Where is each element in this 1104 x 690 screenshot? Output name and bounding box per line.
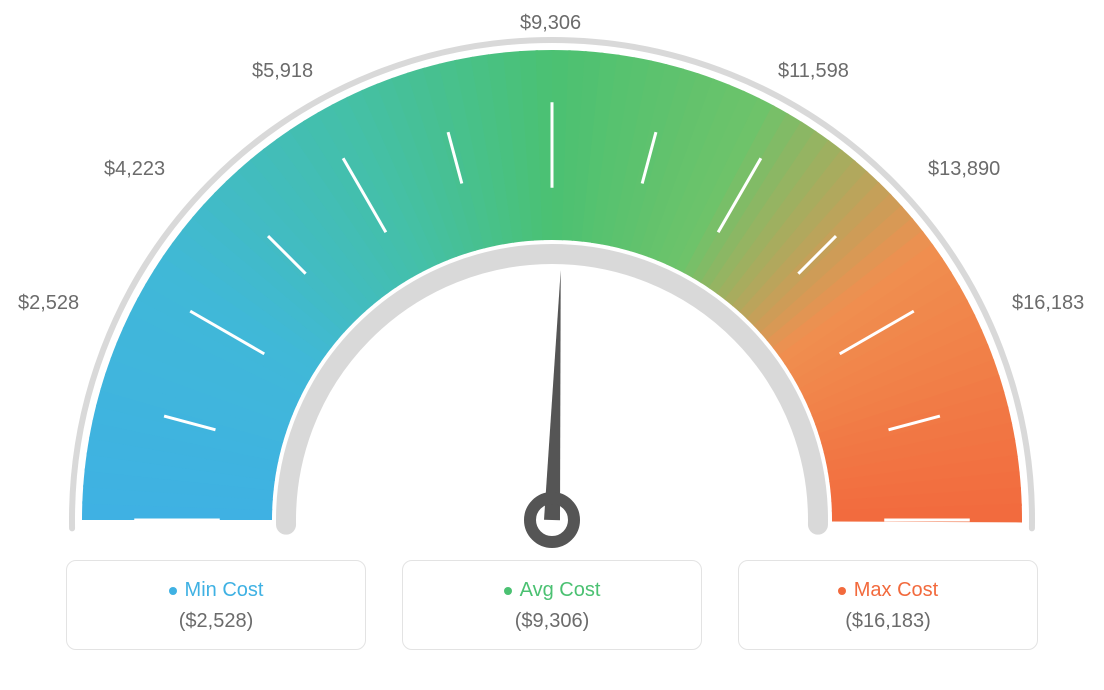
legend-card-min: Min Cost ($2,528) [66,560,366,650]
dot-max-icon [838,587,846,595]
legend-title-avg: Avg Cost [504,579,601,602]
legend-row: Min Cost ($2,528) Avg Cost ($9,306) Max … [0,560,1104,650]
gauge-tick-label: $9,306 [520,12,581,35]
dot-avg-icon [504,587,512,595]
legend-value-avg: ($9,306) [403,610,701,633]
gauge-tick-label: $4,223 [104,158,165,181]
gauge-tick-label: $11,598 [778,60,849,83]
gauge-tick-label: $2,528 [18,292,79,315]
legend-card-avg: Avg Cost ($9,306) [402,560,702,650]
gauge-tick-label: $16,183 [1012,292,1084,315]
legend-title-max: Max Cost [838,579,938,602]
gauge-svg [0,0,1104,560]
legend-value-min: ($2,528) [67,610,365,633]
gauge-tick-label: $13,890 [928,158,1000,181]
legend-value-max: ($16,183) [739,610,1037,633]
dot-min-icon [169,587,177,595]
legend-label-min: Min Cost [185,579,264,602]
legend-title-min: Min Cost [169,579,264,602]
gauge-tick-label: $5,918 [252,60,313,83]
legend-label-avg: Avg Cost [520,579,601,602]
gauge-chart: $2,528 $4,223 $5,918 $9,306 $11,598 $13,890 $1… [0,0,1104,560]
legend-card-max: Max Cost ($16,183) [738,560,1038,650]
legend-label-max: Max Cost [854,579,938,602]
